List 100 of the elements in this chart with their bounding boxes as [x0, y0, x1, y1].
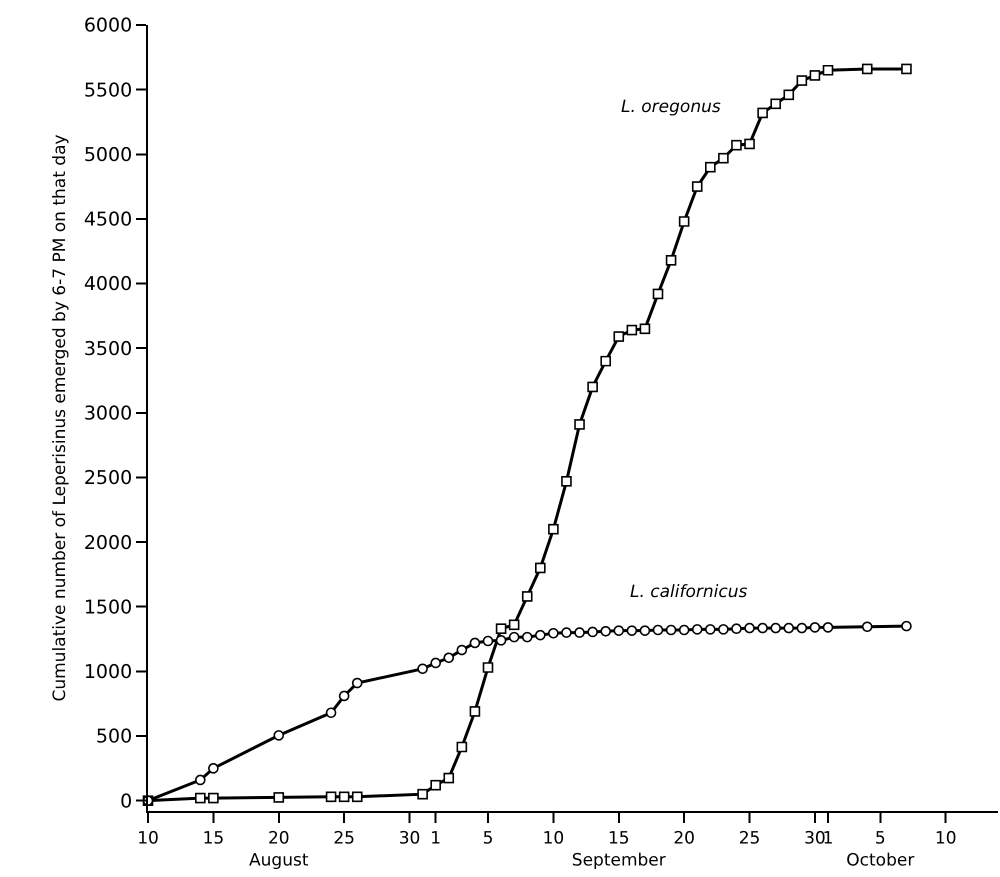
point [273, 730, 284, 741]
point [548, 628, 559, 639]
x-tick-label: 15 September [572, 828, 666, 870]
x-tick-label: 20 August [249, 828, 309, 870]
point [731, 140, 742, 151]
x-tick-label: 15 [202, 828, 224, 848]
y-tick-label: 4500 [84, 208, 132, 231]
y-tick-label: 500 [96, 726, 132, 748]
point [326, 707, 336, 718]
point [705, 624, 716, 635]
point [901, 620, 912, 632]
point [522, 591, 533, 602]
point [626, 625, 638, 636]
point [273, 792, 284, 803]
point [195, 792, 206, 804]
point [652, 288, 664, 300]
point [652, 624, 664, 636]
point [692, 181, 703, 192]
point [810, 70, 820, 81]
x-tick-label: 25 [333, 828, 355, 848]
point [770, 98, 781, 110]
point [208, 763, 219, 774]
point [862, 64, 873, 74]
point [482, 636, 494, 646]
point [338, 690, 350, 702]
x-tick-label: 10 [934, 828, 957, 848]
series-label: L. californicus [630, 582, 748, 602]
point [731, 623, 742, 634]
point [456, 742, 468, 752]
point [678, 216, 690, 227]
point [705, 162, 716, 172]
point [613, 625, 624, 636]
y-axis-title: Cumulative number of Leperisinus emerged by 6-7 PM on that day [50, 134, 70, 702]
x-tick-label: 10 [137, 828, 159, 848]
point [443, 652, 454, 664]
point [626, 324, 638, 336]
point [352, 791, 363, 802]
series-label: L. oregonus [621, 97, 721, 117]
point [535, 630, 546, 640]
point [796, 622, 808, 634]
y-tick-label: 5000 [84, 144, 132, 166]
point [822, 622, 834, 633]
x-tick-label: 20 [673, 828, 695, 848]
point [496, 635, 506, 646]
point [718, 152, 729, 164]
point [757, 108, 768, 118]
point [901, 64, 912, 74]
point [470, 638, 480, 648]
point [456, 644, 468, 656]
point [678, 624, 690, 636]
y-tick-label: 2500 [84, 467, 132, 490]
point [600, 626, 611, 637]
point [600, 356, 611, 366]
y-tick-label: 1500 [84, 596, 132, 618]
point [744, 138, 755, 150]
x-tick-label: 25 [738, 828, 760, 848]
point [535, 562, 546, 574]
point [587, 382, 598, 392]
y-tick-label: 1000 [84, 661, 132, 684]
x-tick-label: 5 October [846, 828, 914, 870]
y-tick-label: 0 [120, 790, 132, 812]
point [783, 90, 794, 100]
x-tick-label: 30 [804, 828, 826, 848]
point [640, 625, 650, 636]
point [810, 622, 820, 633]
point [770, 622, 781, 634]
point [338, 791, 350, 802]
y-tick-label: 6000 [84, 14, 132, 37]
point [692, 624, 703, 635]
point [430, 780, 441, 790]
point [417, 788, 428, 800]
point [574, 627, 585, 638]
point [417, 664, 428, 674]
point [587, 626, 598, 638]
x-tick-label: 30 [398, 828, 420, 848]
x-tick-label: 10 [542, 828, 564, 848]
point [757, 622, 768, 634]
point [195, 774, 206, 786]
point [822, 64, 834, 76]
y-tick-label: 5500 [84, 79, 132, 102]
point [208, 792, 219, 804]
point [783, 622, 794, 634]
point [561, 627, 572, 638]
point [470, 706, 480, 717]
point [561, 476, 572, 487]
y-tick-label: 3000 [84, 402, 132, 424]
point [443, 772, 454, 784]
point [640, 324, 650, 334]
point [613, 331, 624, 342]
point [508, 632, 520, 642]
point [548, 524, 559, 534]
point [796, 75, 808, 86]
x-tick-label: 5 [482, 828, 494, 848]
point [430, 658, 441, 668]
point [482, 662, 494, 673]
point [666, 254, 676, 266]
y-tick-label: 3500 [84, 338, 132, 360]
point [508, 620, 520, 630]
point [718, 624, 729, 635]
y-tick-label: 4000 [84, 273, 132, 296]
